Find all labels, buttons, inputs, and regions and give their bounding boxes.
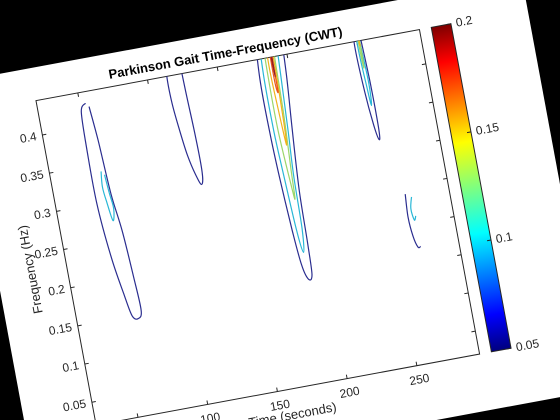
chart-figure: Parkinson Gait Time-Frequency (CWT) Time… (0, 0, 560, 420)
figure-paper: Parkinson Gait Time-Frequency (CWT) Time… (0, 0, 560, 420)
